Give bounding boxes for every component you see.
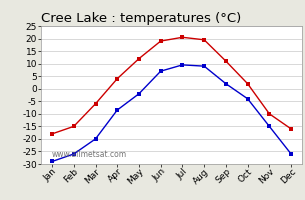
Text: Cree Lake : temperatures (°C): Cree Lake : temperatures (°C)	[41, 12, 242, 25]
Text: www.allmetsat.com: www.allmetsat.com	[52, 150, 127, 159]
